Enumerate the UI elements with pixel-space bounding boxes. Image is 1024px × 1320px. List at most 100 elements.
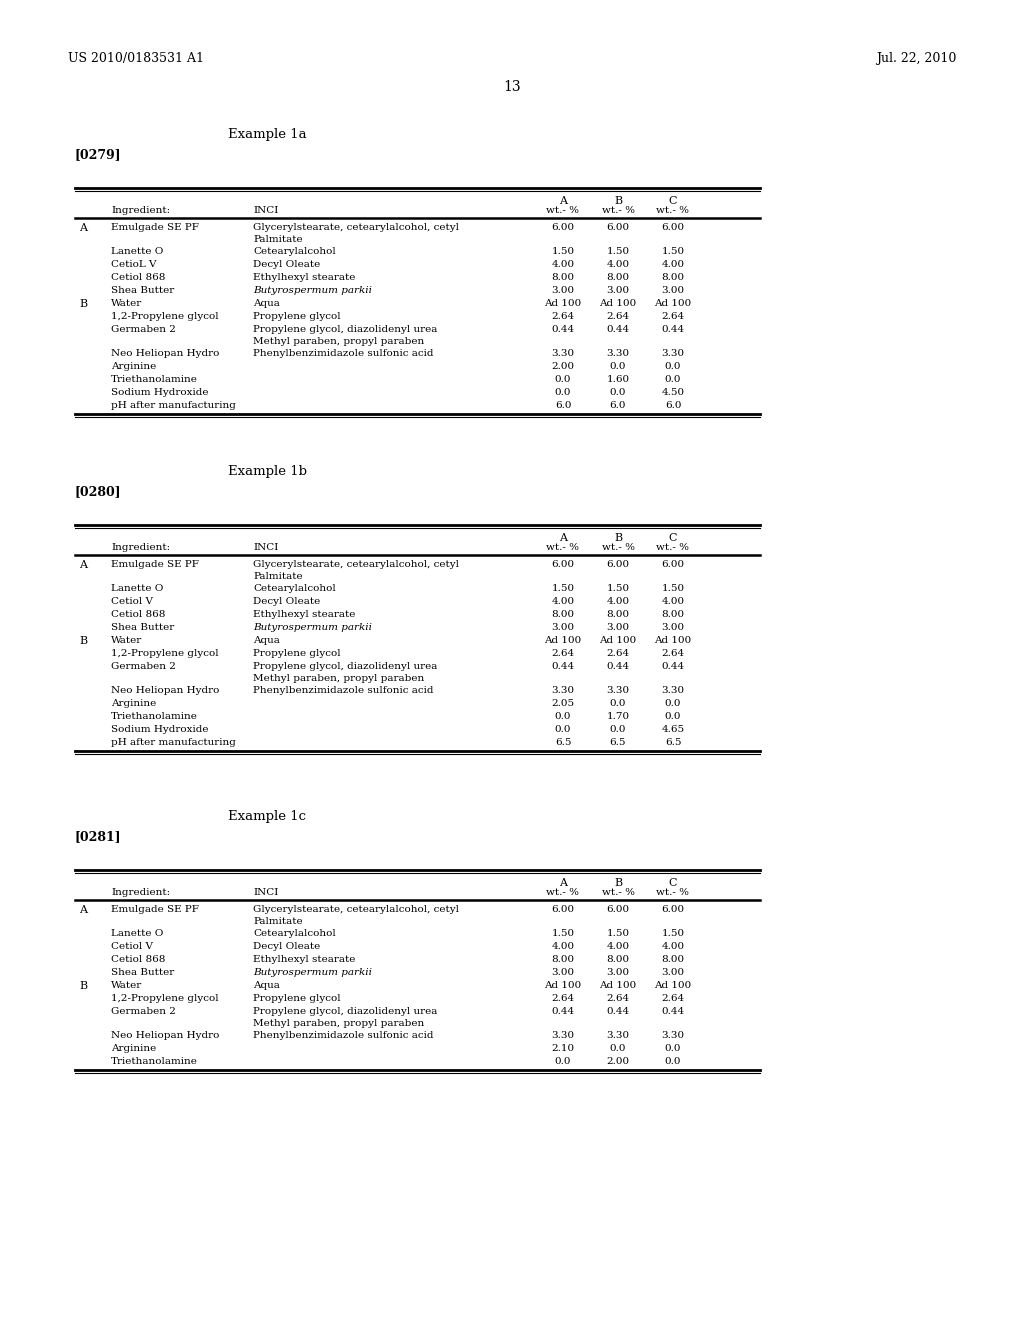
Text: 0.44: 0.44	[552, 663, 574, 671]
Text: 1.50: 1.50	[662, 929, 685, 939]
Text: 0.0: 0.0	[555, 1057, 571, 1067]
Text: 3.30: 3.30	[662, 348, 685, 358]
Text: B: B	[79, 636, 87, 645]
Text: 4.50: 4.50	[662, 388, 685, 397]
Text: Neo Heliopan Hydro: Neo Heliopan Hydro	[111, 686, 219, 696]
Text: 3.00: 3.00	[552, 286, 574, 294]
Text: pH after manufacturing: pH after manufacturing	[111, 738, 236, 747]
Text: wt.- %: wt.- %	[547, 206, 580, 215]
Text: Propylene glycol, diazolidenyl urea: Propylene glycol, diazolidenyl urea	[253, 663, 437, 671]
Text: 2.64: 2.64	[552, 649, 574, 657]
Text: Ad 100: Ad 100	[599, 300, 637, 308]
Text: 3.30: 3.30	[552, 348, 574, 358]
Text: Germaben 2: Germaben 2	[111, 663, 176, 671]
Text: Decyl Oleate: Decyl Oleate	[253, 260, 321, 269]
Text: 8.00: 8.00	[552, 954, 574, 964]
Text: Lanette O: Lanette O	[111, 247, 164, 256]
Text: Glycerylstearate, cetearylalcohol, cetyl: Glycerylstearate, cetearylalcohol, cetyl	[253, 223, 459, 232]
Text: 8.00: 8.00	[552, 273, 574, 282]
Text: wt.- %: wt.- %	[656, 543, 689, 552]
Text: 3.30: 3.30	[606, 348, 630, 358]
Text: 8.00: 8.00	[552, 610, 574, 619]
Text: [0281]: [0281]	[75, 830, 122, 843]
Text: Cetiol 868: Cetiol 868	[111, 954, 165, 964]
Text: Methyl paraben, propyl paraben: Methyl paraben, propyl paraben	[253, 337, 424, 346]
Text: 1.50: 1.50	[606, 583, 630, 593]
Text: 6.5: 6.5	[665, 738, 681, 747]
Text: Cetearylalcohol: Cetearylalcohol	[253, 929, 336, 939]
Text: Germaben 2: Germaben 2	[111, 325, 176, 334]
Text: 1.50: 1.50	[662, 247, 685, 256]
Text: 0.0: 0.0	[609, 725, 627, 734]
Text: A: A	[559, 878, 567, 888]
Text: 4.00: 4.00	[552, 260, 574, 269]
Text: B: B	[614, 533, 622, 543]
Text: 13: 13	[503, 81, 521, 94]
Text: Cetiol V: Cetiol V	[111, 942, 153, 950]
Text: Arginine: Arginine	[111, 362, 157, 371]
Text: Water: Water	[111, 636, 142, 645]
Text: 6.00: 6.00	[606, 560, 630, 569]
Text: CetioL V: CetioL V	[111, 260, 157, 269]
Text: 2.00: 2.00	[552, 362, 574, 371]
Text: 6.0: 6.0	[555, 401, 571, 411]
Text: 2.64: 2.64	[662, 312, 685, 321]
Text: 3.00: 3.00	[606, 623, 630, 632]
Text: Water: Water	[111, 300, 142, 308]
Text: Glycerylstearate, cetearylalcohol, cetyl: Glycerylstearate, cetearylalcohol, cetyl	[253, 560, 459, 569]
Text: C: C	[669, 533, 677, 543]
Text: 6.5: 6.5	[609, 738, 627, 747]
Text: B: B	[79, 300, 87, 309]
Text: Cetearylalcohol: Cetearylalcohol	[253, 583, 336, 593]
Text: Triethanolamine: Triethanolamine	[111, 711, 198, 721]
Text: Ingredient:: Ingredient:	[111, 888, 170, 898]
Text: 6.00: 6.00	[606, 223, 630, 232]
Text: B: B	[79, 981, 87, 991]
Text: 0.0: 0.0	[665, 1044, 681, 1053]
Text: Ingredient:: Ingredient:	[111, 543, 170, 552]
Text: 0.0: 0.0	[555, 388, 571, 397]
Text: Ad 100: Ad 100	[654, 300, 691, 308]
Text: Neo Heliopan Hydro: Neo Heliopan Hydro	[111, 348, 219, 358]
Text: Aqua: Aqua	[253, 981, 280, 990]
Text: 8.00: 8.00	[662, 954, 685, 964]
Text: 1.50: 1.50	[606, 929, 630, 939]
Text: wt.- %: wt.- %	[547, 543, 580, 552]
Text: Example 1c: Example 1c	[228, 810, 306, 822]
Text: Phenylbenzimidazole sulfonic acid: Phenylbenzimidazole sulfonic acid	[253, 1031, 433, 1040]
Text: wt.- %: wt.- %	[656, 888, 689, 898]
Text: Triethanolamine: Triethanolamine	[111, 1057, 198, 1067]
Text: 2.64: 2.64	[606, 994, 630, 1003]
Text: Ethylhexyl stearate: Ethylhexyl stearate	[253, 954, 355, 964]
Text: wt.- %: wt.- %	[601, 888, 635, 898]
Text: Ad 100: Ad 100	[599, 981, 637, 990]
Text: 1.50: 1.50	[552, 929, 574, 939]
Text: Shea Butter: Shea Butter	[111, 286, 174, 294]
Text: wt.- %: wt.- %	[656, 206, 689, 215]
Text: Cetearylalcohol: Cetearylalcohol	[253, 247, 336, 256]
Text: 0.44: 0.44	[606, 1007, 630, 1016]
Text: 2.10: 2.10	[552, 1044, 574, 1053]
Text: Ad 100: Ad 100	[545, 981, 582, 990]
Text: 3.00: 3.00	[662, 623, 685, 632]
Text: 0.44: 0.44	[662, 1007, 685, 1016]
Text: Example 1a: Example 1a	[228, 128, 306, 141]
Text: 4.00: 4.00	[606, 260, 630, 269]
Text: 2.00: 2.00	[606, 1057, 630, 1067]
Text: Aqua: Aqua	[253, 636, 280, 645]
Text: Ethylhexyl stearate: Ethylhexyl stearate	[253, 273, 355, 282]
Text: Glycerylstearate, cetearylalcohol, cetyl: Glycerylstearate, cetearylalcohol, cetyl	[253, 906, 459, 913]
Text: Arginine: Arginine	[111, 700, 157, 708]
Text: Jul. 22, 2010: Jul. 22, 2010	[876, 51, 956, 65]
Text: 0.44: 0.44	[606, 325, 630, 334]
Text: 0.44: 0.44	[662, 663, 685, 671]
Text: Emulgade SE PF: Emulgade SE PF	[111, 223, 199, 232]
Text: 8.00: 8.00	[606, 273, 630, 282]
Text: 4.00: 4.00	[662, 260, 685, 269]
Text: Ad 100: Ad 100	[545, 300, 582, 308]
Text: Emulgade SE PF: Emulgade SE PF	[111, 560, 199, 569]
Text: 3.30: 3.30	[662, 1031, 685, 1040]
Text: Germaben 2: Germaben 2	[111, 1007, 176, 1016]
Text: Butyrospermum parkii: Butyrospermum parkii	[253, 286, 372, 294]
Text: Palmitate: Palmitate	[253, 235, 303, 244]
